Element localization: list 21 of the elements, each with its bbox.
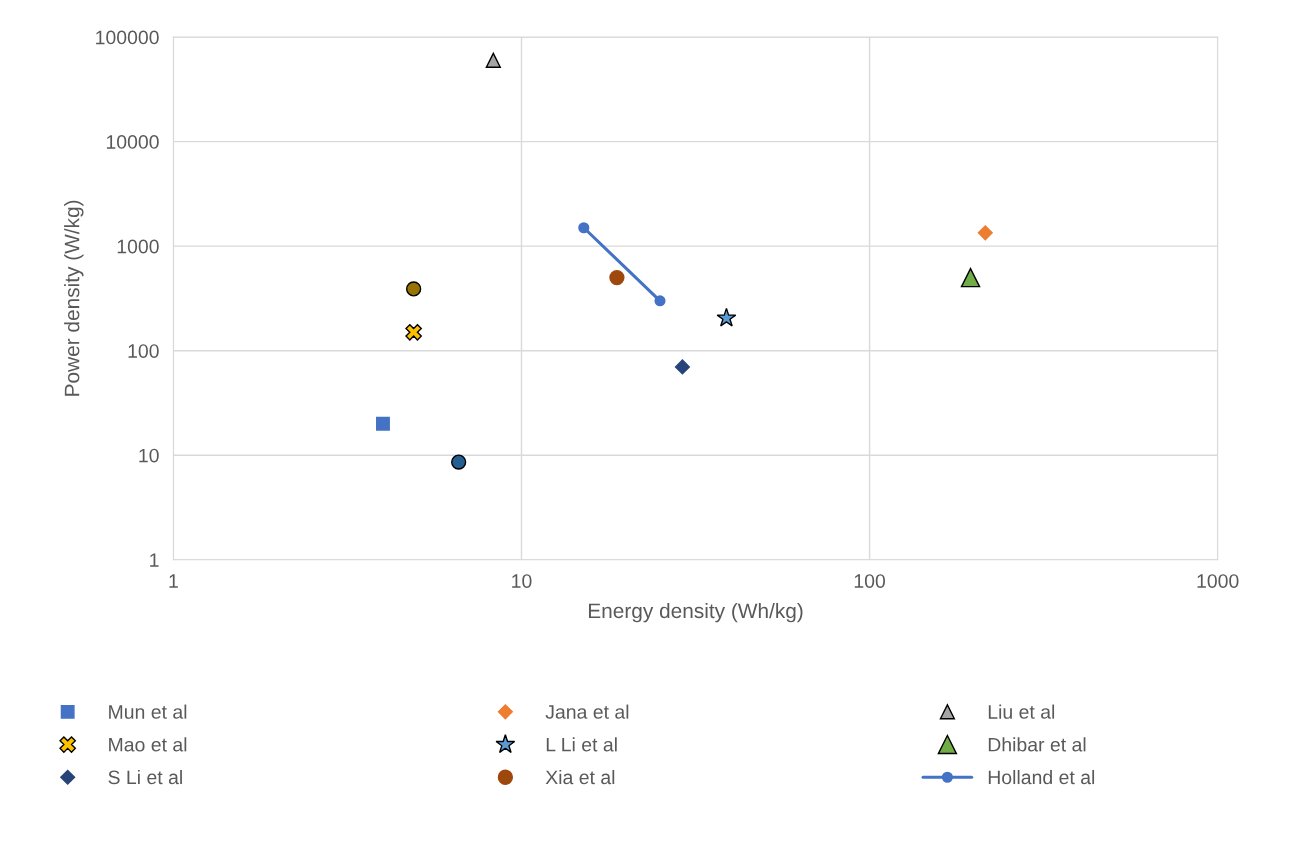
y-tick-label: 100 xyxy=(128,344,159,358)
legend-label: Jana et al xyxy=(545,704,629,719)
legend-label: Mun et al xyxy=(109,704,187,719)
legend-label: Holland et al xyxy=(988,769,1095,785)
x-axis-title: Energy density (Wh/kg) xyxy=(588,602,803,623)
legend-label: Mao et al xyxy=(109,737,187,752)
y-tick-label: 10000 xyxy=(106,135,159,149)
y-axis-title: Power density (W/kg) xyxy=(64,200,84,396)
legend-label: S Li et al xyxy=(108,769,182,785)
y-tick-label: 1 xyxy=(150,553,159,567)
legend-label: Liu et al xyxy=(988,704,1055,719)
x-tick-label: 1000 xyxy=(1197,574,1239,588)
legend-label: Xia et al xyxy=(545,769,615,785)
x-tick-label: 1 xyxy=(169,574,178,588)
legend-label: L Li et al xyxy=(546,737,617,752)
x-tick-label: 10 xyxy=(512,574,532,588)
y-tick-label: 100000 xyxy=(96,30,159,45)
y-tick-label: 1000 xyxy=(117,239,159,254)
legend-label: Dhibar et al xyxy=(988,737,1086,752)
y-tick-label: 10 xyxy=(139,448,159,463)
x-tick-label: 100 xyxy=(854,574,886,588)
